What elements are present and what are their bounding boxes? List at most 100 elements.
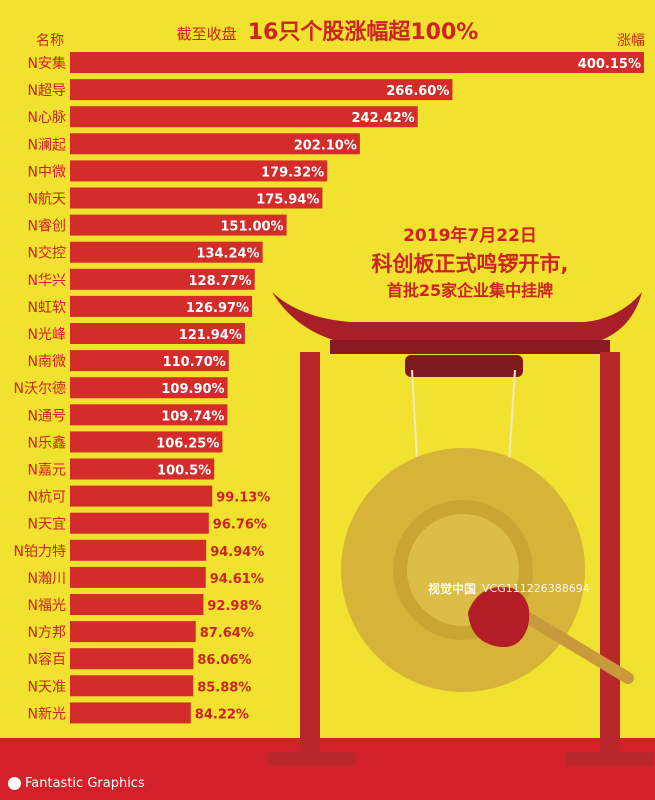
category-label: N福光	[28, 598, 66, 614]
bar-value-label: 109.90%	[161, 382, 224, 397]
bar-row: N杭可 99.13%	[28, 485, 270, 507]
bar	[70, 79, 453, 101]
bar	[70, 187, 323, 209]
bar-row: N安集 400.15%	[28, 52, 644, 73]
watermark: 视觉中国 VCG111226388694	[428, 580, 590, 597]
category-label: N心脉	[28, 110, 66, 126]
gong-base-left	[268, 752, 356, 766]
bar-row: N南微 110.70%	[28, 350, 229, 372]
bar	[70, 458, 215, 480]
bar	[70, 404, 228, 426]
event-headline: 科创板正式鸣锣开市,	[371, 252, 569, 276]
bar	[70, 675, 194, 697]
category-label: N瀚川	[28, 571, 66, 587]
bar	[70, 648, 194, 670]
bar-row: N铂力特 94.94%	[14, 539, 264, 561]
bar	[70, 702, 191, 724]
bar-row: N天宜 96.76%	[28, 512, 267, 534]
bar-value-label: 84.22%	[195, 707, 249, 722]
gong-base-right	[566, 752, 654, 766]
bar	[70, 594, 204, 615]
gong-post-right	[600, 352, 620, 752]
gong-frame-illustration	[268, 292, 654, 766]
bar-value-label: 400.15%	[578, 57, 641, 72]
watermark-logo: 视觉中国	[428, 582, 477, 596]
bar-row: N通号 109.74%	[28, 404, 228, 426]
bar-row: N航天 175.94%	[28, 187, 323, 209]
bar-row: N容百 86.06%	[28, 648, 252, 670]
category-label: N杭可	[28, 490, 66, 506]
bar-row: N福光 92.98%	[28, 594, 262, 615]
brand-name: Fantastic Graphics	[25, 776, 145, 791]
gong-illustration	[341, 448, 585, 692]
bar-value-label: 121.94%	[179, 328, 242, 343]
bar-value-label: 128.77%	[188, 274, 251, 289]
bar	[70, 295, 253, 317]
bar-row: N方邦 87.64%	[28, 621, 254, 643]
bar-value-label: 151.00%	[220, 220, 283, 235]
mallet-handle	[509, 604, 634, 684]
bar-value-label: 202.10%	[294, 138, 357, 153]
bar	[70, 106, 418, 128]
bar-row: N睿创 151.00%	[28, 214, 287, 236]
gong-post-left	[300, 352, 320, 752]
bar-value-label: 86.06%	[197, 653, 251, 668]
watermark-id: VCG111226388694	[482, 582, 590, 595]
category-label: N新光	[28, 706, 66, 722]
bar-value-label: 126.97%	[186, 301, 249, 316]
bar	[70, 512, 209, 534]
event-date: 2019年7月22日	[403, 226, 537, 246]
gong-roof-lower	[330, 340, 610, 354]
brand-logo-icon	[8, 777, 21, 790]
bar-value-label: 110.70%	[163, 355, 226, 370]
bar	[70, 431, 223, 453]
bar	[70, 160, 328, 182]
bar-row: N华兴 128.77%	[28, 268, 255, 290]
column-header-name: 名称	[36, 33, 64, 49]
bar	[70, 377, 228, 399]
bar	[70, 485, 213, 507]
mallet-head	[468, 587, 530, 648]
bar	[70, 241, 263, 263]
bottom-band	[0, 738, 655, 800]
bar-row: N交控 134.24%	[28, 241, 263, 263]
bar	[70, 52, 644, 73]
bar	[70, 539, 207, 561]
bar-row: N天准 85.88%	[28, 675, 251, 697]
gong-crossbar	[405, 355, 523, 377]
category-label: N方邦	[28, 625, 66, 641]
bar-value-label: 109.74%	[161, 409, 224, 424]
bar-row: N超导 266.60%	[28, 79, 453, 101]
title-prefix: 截至收盘	[176, 25, 237, 43]
bar-value-label: 106.25%	[156, 436, 219, 451]
category-label: N超导	[28, 83, 66, 99]
category-label: N天宜	[28, 517, 66, 533]
bar	[70, 621, 196, 643]
category-label: N沃尔德	[14, 381, 66, 397]
bar-row: N瀚川 94.61%	[28, 566, 264, 588]
bar-row: N光峰 121.94%	[28, 323, 245, 344]
bar-row: N沃尔德 109.90%	[14, 377, 228, 399]
bar-row: N嘉元 100.5%	[28, 458, 215, 480]
bar-value-label: 100.5%	[157, 464, 211, 479]
bar	[70, 566, 206, 588]
bar-value-label: 99.13%	[216, 491, 270, 506]
bar	[70, 133, 360, 155]
bar-value-label: 175.94%	[256, 193, 319, 208]
bar-value-label: 94.61%	[210, 572, 264, 587]
bar-value-label: 96.76%	[213, 518, 267, 533]
category-label: N南微	[28, 354, 66, 370]
bar-value-label: 242.42%	[351, 111, 414, 126]
bar	[70, 268, 255, 290]
category-label: N嘉元	[28, 463, 66, 479]
category-label: N乐鑫	[28, 434, 66, 451]
category-label: N交控	[28, 245, 66, 262]
bar-value-label: 134.24%	[196, 247, 259, 262]
category-label: N澜起	[28, 137, 66, 153]
bar	[70, 350, 229, 372]
bar	[70, 214, 287, 236]
event-text-block: 2019年7月22日 科创板正式鸣锣开市, 首批25家企业集中挂牌	[300, 224, 640, 302]
category-label: N安集	[28, 55, 66, 72]
mallet-illustration	[468, 587, 634, 684]
